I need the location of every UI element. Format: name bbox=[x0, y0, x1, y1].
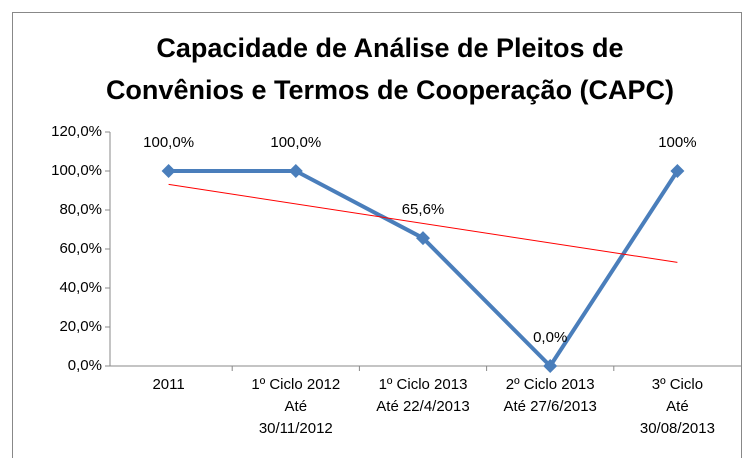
x-tick-label: 1º Ciclo 2012 Até 30/11/2012 bbox=[251, 376, 340, 437]
y-tick-label: 60,0% bbox=[59, 240, 102, 257]
marker bbox=[543, 359, 558, 373]
x-tick-label: 2011 bbox=[152, 376, 184, 393]
data-label: 100,0% bbox=[270, 134, 321, 151]
marker bbox=[670, 164, 685, 178]
data-label: 100% bbox=[658, 134, 696, 151]
x-tick-label: 1º Ciclo 2013 Até 22/4/2013 bbox=[376, 376, 469, 415]
trendline bbox=[168, 183, 678, 263]
y-tick-label: 0,0% bbox=[68, 357, 102, 374]
marker bbox=[288, 164, 303, 178]
data-label: 65,6% bbox=[402, 201, 445, 218]
chart-border bbox=[12, 12, 742, 458]
x-tick-label: 3º Ciclo Até 30/08/2013 bbox=[640, 376, 715, 437]
chart-title: Capacidade de Análise de Pleitos de Convê… bbox=[106, 33, 674, 105]
data-label: 0,0% bbox=[533, 329, 567, 346]
x-tick-label: 2º Ciclo 2013 Até 27/6/2013 bbox=[503, 376, 596, 415]
marker bbox=[416, 231, 430, 246]
y-tick-label: 80,0% bbox=[59, 201, 102, 218]
y-tick-label: 100,0% bbox=[51, 162, 102, 179]
y-tick-label: 20,0% bbox=[59, 318, 102, 335]
data-label: 100,0% bbox=[143, 134, 194, 151]
marker bbox=[161, 164, 176, 178]
y-tick-label: 120,0% bbox=[51, 123, 102, 140]
y-tick-label: 40,0% bbox=[59, 279, 102, 296]
